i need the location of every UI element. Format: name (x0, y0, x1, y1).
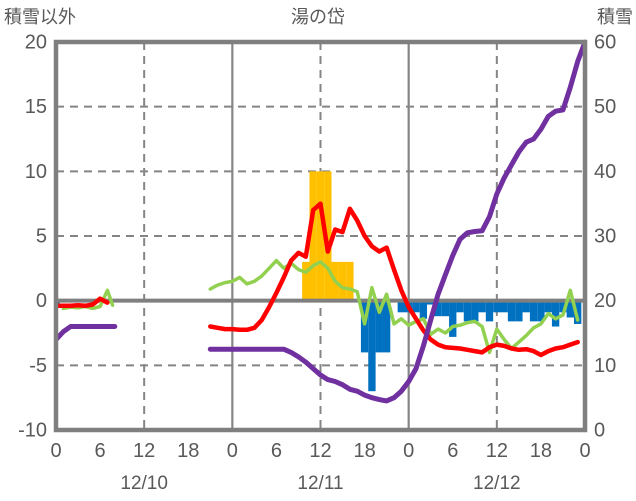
blue-bars-bar (368, 300, 376, 392)
left-axis-tick: 15 (25, 96, 47, 118)
right-axis-tick: 20 (594, 290, 616, 312)
right-axis-tick: 60 (594, 32, 616, 54)
x-axis-tick: 0 (403, 440, 414, 462)
blue-bars-bar (485, 300, 494, 322)
purple-line (207, 39, 585, 404)
yellow-bars-bar (346, 261, 354, 301)
left-axis-tick: 10 (25, 161, 47, 183)
blue-bars-bar (529, 300, 538, 322)
right-axis-title: 積雪 (597, 7, 633, 27)
blue-bars-bar (500, 300, 508, 313)
right-axis-tick: 0 (594, 420, 605, 442)
blue-bars-bar (507, 300, 516, 322)
purple-line (56, 324, 118, 342)
blue-bars-bar (449, 300, 457, 337)
blue-bars-bar (441, 300, 450, 317)
right-axis-tick: 10 (594, 355, 616, 377)
red-line (208, 201, 580, 358)
x-axis-tick: 0 (579, 440, 590, 462)
x-axis-tick: 6 (271, 440, 282, 462)
green-line (208, 258, 580, 355)
blue-bars-bar (559, 300, 567, 313)
yellow-bars-bar (338, 261, 347, 301)
left-axis-title: 積雪以外 (4, 7, 76, 27)
x-axis-tick: 0 (50, 440, 61, 462)
blue-bars-bar (566, 300, 574, 318)
left-axis-tick: -10 (18, 420, 47, 442)
x-axis-tick: 18 (177, 440, 199, 462)
blue-bars-bar (456, 300, 464, 313)
blue-bars-bar (397, 300, 405, 313)
right-axis-tick: 40 (594, 161, 616, 183)
yellow-bars-bar (316, 171, 325, 301)
x-axis-tick: 18 (353, 440, 375, 462)
x-axis-tick: 12 (486, 440, 508, 462)
blue-bars-bar (412, 300, 420, 313)
x-axis-tick: 6 (447, 440, 458, 462)
left-axis-tick: 0 (36, 290, 47, 312)
blue-bars-bar (544, 300, 552, 313)
blue-bars-bar (419, 300, 428, 319)
chart-title: 湯の岱 (291, 7, 345, 27)
yellow-bars-bar (302, 261, 310, 301)
left-axis-tick: -5 (29, 355, 47, 377)
blue-bars-bar (537, 300, 545, 322)
red-line (56, 296, 110, 309)
blue-bars-bar (478, 300, 486, 313)
blue-bars-bar (551, 300, 560, 327)
date-label: 12/12 (473, 473, 521, 494)
left-axis-tick: 20 (25, 32, 47, 54)
x-axis-tick: 12 (309, 440, 331, 462)
yellow-bars-bar (324, 171, 332, 301)
x-axis-tick: 18 (530, 440, 552, 462)
plot-frame (53, 39, 588, 433)
blue-bars-bar (573, 300, 582, 324)
x-axis-tick: 12 (133, 440, 155, 462)
blue-bars-bar (515, 300, 523, 322)
blue-bars-bar (382, 300, 391, 353)
date-label: 12/10 (120, 473, 168, 494)
blue-bars-bar (522, 300, 530, 313)
blue-bars-bar (360, 300, 369, 353)
left-axis-tick: 5 (36, 226, 47, 248)
blue-bars-bar (375, 300, 383, 353)
blue-bars-bar (471, 300, 479, 322)
date-label: 12/11 (297, 473, 343, 494)
x-axis-tick: 6 (95, 440, 106, 462)
blue-bars-bar (493, 300, 501, 313)
chart-header: 積雪以外 湯の岱 積雪 (0, 4, 636, 30)
blue-bars-bar (463, 300, 472, 322)
right-axis-tick: 50 (594, 96, 616, 118)
yellow-bars-bar (309, 171, 317, 301)
blue-bars-bar (434, 300, 442, 317)
x-axis-tick: 0 (227, 440, 238, 462)
right-axis-tick: 30 (594, 226, 616, 248)
